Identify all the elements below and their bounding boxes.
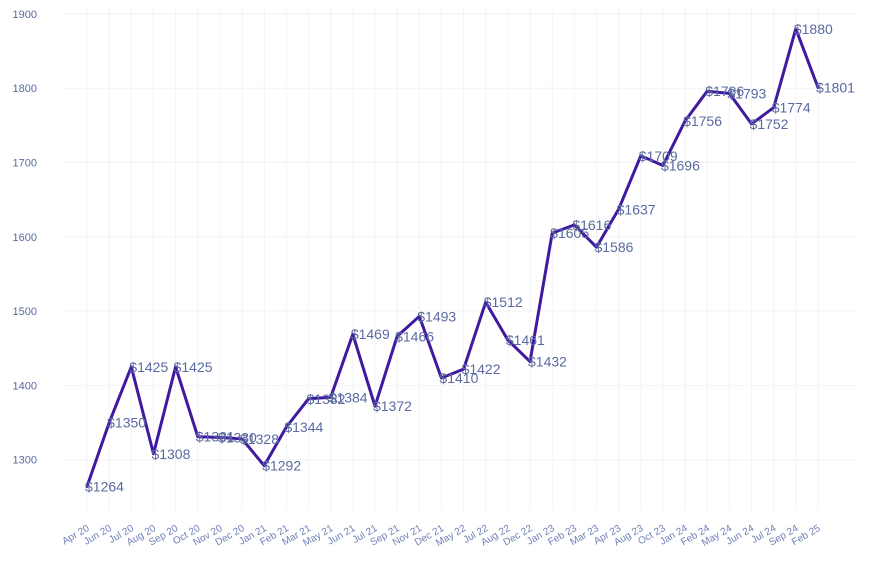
data-label: $1752	[750, 116, 789, 132]
data-label: $1425	[174, 359, 213, 375]
data-label: $1793	[727, 85, 766, 101]
data-label: $1774	[772, 100, 811, 116]
data-label: $1330	[218, 429, 257, 445]
data-label: $1432	[528, 354, 567, 370]
data-labels: $1264 $1350 $1425 $1308 $1425 $1331$1330$1328…	[85, 21, 855, 495]
data-label: $1586	[594, 239, 633, 255]
data-label: $1382	[307, 391, 346, 407]
data-label: $1466	[395, 328, 434, 344]
data-label: $1756	[683, 113, 722, 129]
data-label: $1605	[550, 225, 589, 241]
data-label: $1292	[262, 458, 301, 474]
grid	[63, 8, 858, 510]
data-label: $1328	[240, 431, 279, 447]
data-label: $1637	[617, 201, 656, 217]
data-label: $1410	[439, 370, 478, 386]
data-label: $1331	[196, 429, 235, 445]
y-tick-label: 1300	[13, 455, 37, 467]
data-label: $1469	[351, 326, 390, 342]
y-axis: 1300 1400 1500 1600 1700 1800 1900	[13, 9, 37, 467]
data-label: $1264	[85, 478, 124, 494]
data-label: $1422	[462, 361, 501, 377]
series-line	[85, 27, 820, 488]
data-label: $1350	[107, 415, 146, 431]
data-label: $1344	[284, 419, 323, 435]
data-label: $1308	[151, 446, 190, 462]
y-tick-label: 1400	[13, 380, 37, 392]
data-label: $1616	[572, 217, 611, 233]
data-label: $1696	[661, 158, 700, 174]
data-label: $1709	[639, 148, 678, 164]
y-tick-label: 1700	[13, 158, 37, 170]
y-tick-label: 1900	[13, 9, 37, 21]
data-label: $1880	[794, 21, 833, 37]
data-label: $1801	[816, 79, 855, 95]
data-label: $1372	[373, 398, 412, 414]
y-tick-label: 1500	[13, 306, 37, 318]
data-label: $1493	[417, 308, 456, 324]
y-tick-label: 1800	[13, 83, 37, 95]
data-label: $1512	[484, 294, 523, 310]
data-label: $1384	[329, 389, 368, 405]
data-label: $1425	[129, 359, 168, 375]
data-label: $1796	[705, 83, 744, 99]
y-tick-label: 1600	[13, 232, 37, 244]
data-label: $1461	[506, 332, 545, 348]
